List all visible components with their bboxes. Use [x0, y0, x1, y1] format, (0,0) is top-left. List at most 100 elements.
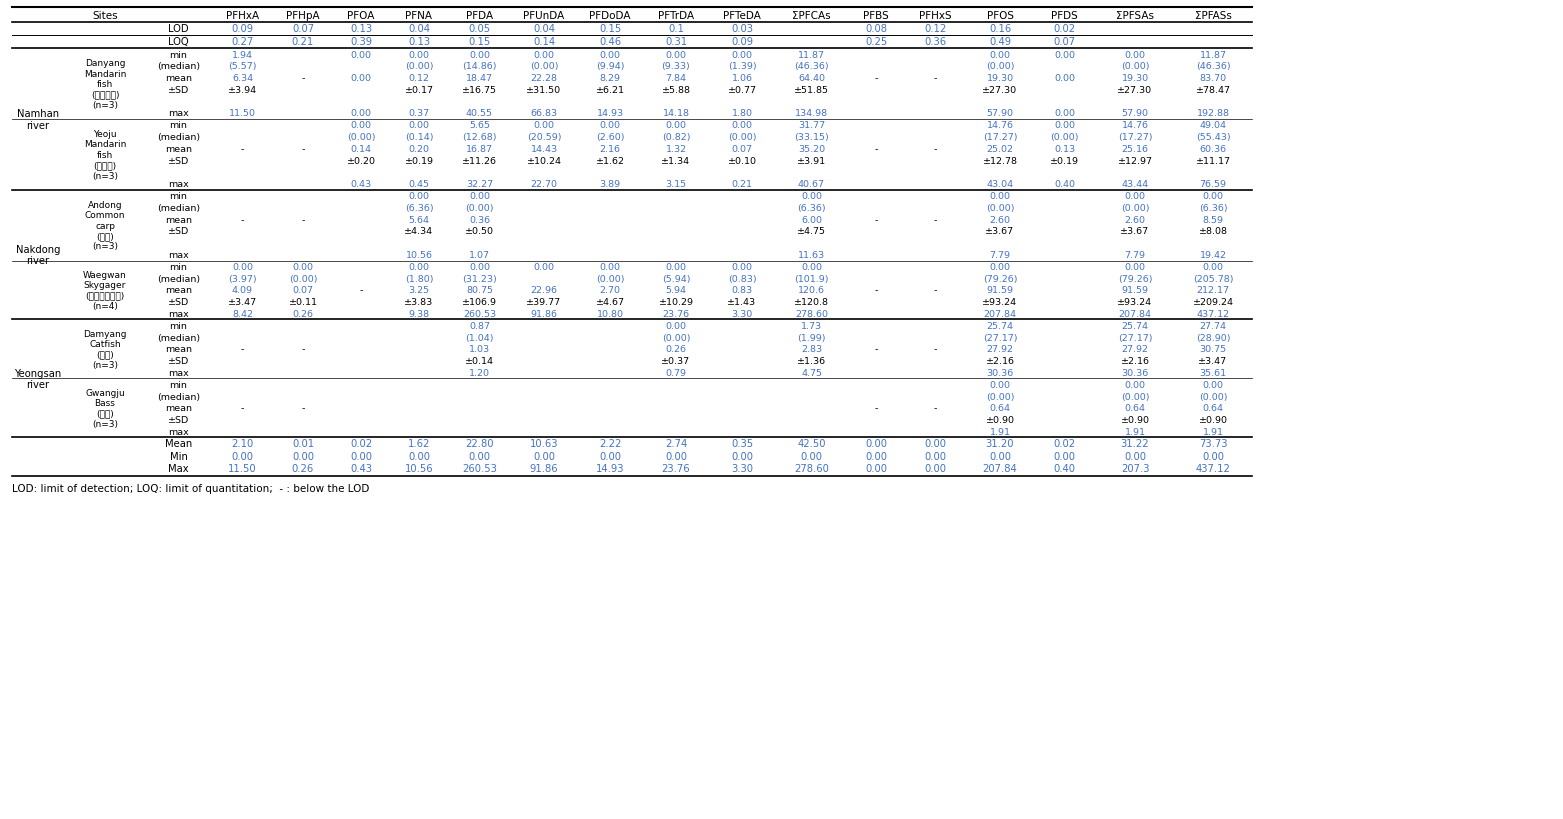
- Text: 0.21: 0.21: [292, 37, 314, 47]
- Text: Gwangju
Bass
(바스)
(n=3): Gwangju Bass (바스) (n=3): [84, 388, 125, 428]
- Text: 1.80: 1.80: [731, 110, 752, 119]
- Text: -: -: [933, 74, 938, 83]
- Text: ±0.10: ±0.10: [727, 156, 756, 165]
- Text: 0.07: 0.07: [292, 24, 314, 34]
- Text: PFHxA: PFHxA: [227, 11, 259, 21]
- Text: ±27.30: ±27.30: [1118, 86, 1152, 95]
- Text: 0.21: 0.21: [731, 180, 752, 189]
- Text: 9.38: 9.38: [408, 310, 430, 319]
- Text: 1.03: 1.03: [469, 345, 491, 354]
- Text: 11.87: 11.87: [799, 51, 825, 60]
- Text: PFDoDA: PFDoDA: [589, 11, 631, 21]
- Text: 0.87: 0.87: [469, 322, 489, 331]
- Text: 0.07: 0.07: [292, 286, 314, 295]
- Text: -: -: [302, 404, 305, 413]
- Text: (17.27): (17.27): [1118, 133, 1152, 142]
- Text: 0.09: 0.09: [731, 37, 753, 47]
- Text: 0.00: 0.00: [292, 451, 314, 461]
- Text: 91.59: 91.59: [1122, 286, 1149, 295]
- Text: 0.00: 0.00: [989, 381, 1011, 389]
- Text: 0.00: 0.00: [864, 464, 886, 473]
- Text: (79.26): (79.26): [983, 274, 1018, 283]
- Text: (9.94): (9.94): [596, 62, 624, 71]
- Text: 0.00: 0.00: [800, 263, 822, 272]
- Text: ±10.24: ±10.24: [527, 156, 561, 165]
- Text: 0.00: 0.00: [1124, 263, 1146, 272]
- Text: 0.79: 0.79: [666, 369, 686, 378]
- Text: 0.07: 0.07: [731, 145, 752, 154]
- Text: 11.63: 11.63: [799, 251, 825, 260]
- Text: (median): (median): [156, 392, 200, 401]
- Text: mean: mean: [166, 345, 192, 354]
- Text: PFHpA: PFHpA: [286, 11, 320, 21]
- Text: 64.40: 64.40: [799, 74, 825, 83]
- Text: PFUnDA: PFUnDA: [524, 11, 564, 21]
- Text: ±4.75: ±4.75: [797, 227, 825, 236]
- Text: PFHxS: PFHxS: [919, 11, 952, 21]
- Text: Mean: Mean: [164, 439, 192, 449]
- Text: 0.12: 0.12: [408, 74, 430, 83]
- Text: (55.43): (55.43): [1196, 133, 1230, 142]
- Text: -: -: [933, 286, 938, 295]
- Text: 3.15: 3.15: [666, 180, 686, 189]
- Text: 0.00: 0.00: [666, 263, 686, 272]
- Text: 4.09: 4.09: [231, 286, 253, 295]
- Text: PFNA: PFNA: [405, 11, 433, 21]
- Text: 0.00: 0.00: [800, 451, 822, 461]
- Text: 0.35: 0.35: [731, 439, 753, 449]
- Text: 49.04: 49.04: [1199, 121, 1227, 130]
- Text: Namhan
river: Namhan river: [17, 109, 59, 130]
- Text: 207.3: 207.3: [1121, 464, 1149, 473]
- Text: ±93.24: ±93.24: [983, 298, 1018, 307]
- Text: ±3.83: ±3.83: [405, 298, 433, 307]
- Text: 2.83: 2.83: [800, 345, 822, 354]
- Text: (0.82): (0.82): [661, 133, 691, 142]
- Text: 8.29: 8.29: [600, 74, 621, 83]
- Text: 7.79: 7.79: [1124, 251, 1146, 260]
- Text: ±2.16: ±2.16: [1121, 357, 1149, 366]
- Text: 0.00: 0.00: [864, 439, 886, 449]
- Text: 0.09: 0.09: [231, 24, 253, 34]
- Text: ±SD: ±SD: [167, 156, 189, 165]
- Text: ±2.16: ±2.16: [986, 357, 1014, 366]
- Text: 0.00: 0.00: [408, 121, 430, 130]
- Text: (0.00): (0.00): [661, 333, 691, 342]
- Text: -: -: [933, 404, 938, 413]
- Text: 0.43: 0.43: [350, 464, 372, 473]
- Text: min: min: [169, 121, 188, 130]
- Text: 0.00: 0.00: [600, 263, 621, 272]
- Text: LOQ: LOQ: [169, 37, 189, 47]
- Text: ±0.90: ±0.90: [1199, 416, 1227, 425]
- Text: 11.50: 11.50: [230, 110, 256, 119]
- Text: (14.86): (14.86): [463, 62, 497, 71]
- Text: 14.76: 14.76: [986, 121, 1013, 130]
- Text: 73.73: 73.73: [1199, 439, 1227, 449]
- Text: ±8.08: ±8.08: [1199, 227, 1227, 236]
- Text: 14.76: 14.76: [1122, 121, 1149, 130]
- Text: ±51.85: ±51.85: [794, 86, 828, 95]
- Text: ±0.14: ±0.14: [466, 357, 494, 366]
- Text: 0.00: 0.00: [989, 51, 1011, 60]
- Text: -: -: [241, 345, 244, 354]
- Text: 1.73: 1.73: [800, 322, 822, 331]
- Text: 27.92: 27.92: [1122, 345, 1149, 354]
- Text: 0.03: 0.03: [731, 24, 753, 34]
- Text: (0.00): (0.00): [405, 62, 433, 71]
- Text: (27.17): (27.17): [983, 333, 1018, 342]
- Text: 3.30: 3.30: [731, 310, 753, 319]
- Text: ΣPFSAs: ΣPFSAs: [1116, 11, 1153, 21]
- Text: 22.70: 22.70: [530, 180, 558, 189]
- Text: 0.13: 0.13: [350, 24, 372, 34]
- Text: ±3.94: ±3.94: [228, 86, 256, 95]
- Text: 0.00: 0.00: [731, 451, 753, 461]
- Text: 3.89: 3.89: [600, 180, 621, 189]
- Text: (12.68): (12.68): [463, 133, 497, 142]
- Text: 260.53: 260.53: [463, 310, 495, 319]
- Text: ±10.29: ±10.29: [658, 298, 694, 307]
- Text: (6.36): (6.36): [1199, 204, 1227, 213]
- Text: 0.31: 0.31: [664, 37, 688, 47]
- Text: 60.36: 60.36: [1199, 145, 1227, 154]
- Text: 0.07: 0.07: [1053, 37, 1075, 47]
- Text: (0.00): (0.00): [1050, 133, 1078, 142]
- Text: 1.91: 1.91: [989, 428, 1011, 437]
